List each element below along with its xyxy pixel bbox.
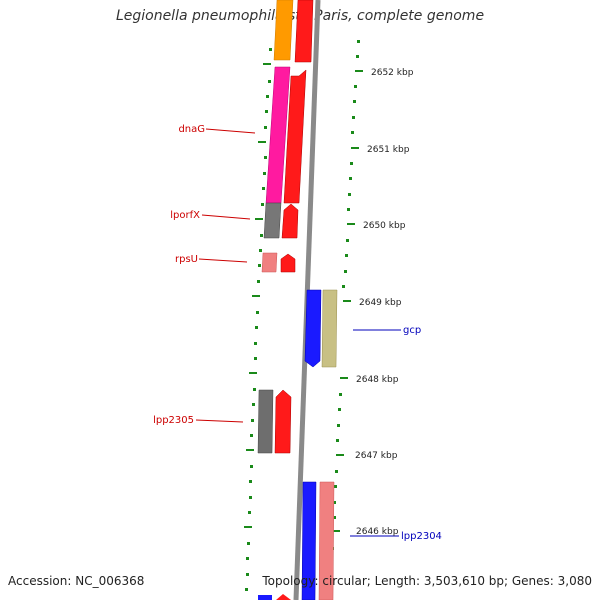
leader-dnaG: [205, 128, 256, 134]
gene-label-leaders: [195, 128, 401, 537]
leader-lpp2305: [195, 419, 244, 423]
gene-feature-lporfX: [263, 202, 282, 239]
gene-feature-tan: [321, 289, 338, 368]
gene-label-rpsU: rpsU: [175, 254, 198, 265]
gene-feature-red-lpp2305: [274, 389, 292, 454]
kbp-label: 2651 kbp: [367, 145, 410, 155]
gene-feature-red-dnaG: [283, 69, 307, 204]
inner-track-dots: [245, 48, 272, 591]
kbp-label: 2650 kbp: [363, 221, 406, 231]
gene-feature-red-rpsU: [280, 253, 296, 273]
accession-label: Accession: NC_006368: [8, 574, 145, 588]
gene-labels: dnaG lporfX rpsU lpp2305 gcp lpp2304: [153, 124, 442, 542]
gene-feature-dnaG-upstream: [273, 0, 294, 61]
gene-feature-pink-lpp2304: [318, 481, 335, 600]
kbp-label: 2652 kbp: [371, 68, 414, 78]
kbp-labels: 2652 kbp 2651 kbp 2650 kbp 2649 kbp 2648…: [355, 68, 414, 537]
gene-label-dnaG: dnaG: [178, 124, 205, 135]
gene-feature-lpp2304: [301, 481, 317, 600]
gene-label-lpp2304: lpp2304: [401, 531, 442, 542]
kbp-label: 2646 kbp: [356, 527, 399, 537]
gene-feature-bottom-red-small: [276, 594, 291, 600]
kbp-label: 2648 kbp: [356, 375, 399, 385]
gene-feature-bottom-blue-small: [258, 595, 272, 600]
inner-major-ticks: [244, 63, 271, 528]
gene-feature-gcp: [304, 289, 322, 368]
gene-feature-lpp2305: [257, 389, 274, 454]
topology-label: Topology: circular; Length: 3,503,610 bp…: [262, 574, 592, 588]
gene-label-gcp: gcp: [403, 325, 421, 336]
gene-label-lpp2305: lpp2305: [153, 415, 194, 426]
gene-feature-rpsU: [261, 252, 278, 273]
gene-feature-red-top: [294, 0, 314, 63]
kbp-label: 2649 kbp: [359, 298, 402, 308]
gene-label-lporfX: lporfX: [170, 210, 200, 221]
leader-rpsU: [198, 258, 248, 263]
leader-lporfX: [201, 214, 251, 220]
kbp-label: 2647 kbp: [355, 451, 398, 461]
gene-feature-red-lporfX: [281, 203, 299, 239]
